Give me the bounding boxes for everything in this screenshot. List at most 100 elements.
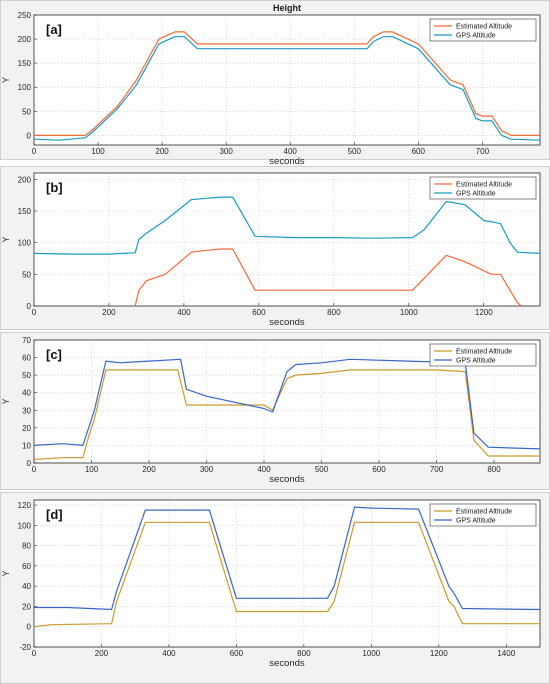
y-tick-label: 50 [22,371,31,380]
y-tick-label: 80 [22,542,31,551]
y-tick-label: 0 [27,302,32,311]
x-tick-label: 800 [297,649,311,658]
y-tick-label: 0 [27,459,32,468]
legend-box [429,343,537,367]
x-tick-label: 400 [284,147,298,156]
x-tick-label: 300 [219,147,233,156]
x-tick-label: 0 [32,308,37,317]
x-axis-label: seconds [269,317,305,328]
x-tick-label: 800 [327,308,341,317]
legend-box [429,18,537,42]
y-axis-label: Y [1,236,11,242]
y-tick-label: 120 [18,501,32,510]
y-tick-label: 40 [22,389,31,398]
y-tick-label: -20 [19,643,31,652]
chart-title: Height [273,3,301,13]
panel-label: [b] [46,180,63,195]
series-line-estimated-altitude [34,369,540,461]
y-tick-label: 250 [18,11,32,20]
x-axis-label: seconds [269,474,305,485]
legend-entry: Estimated Altitude [456,509,512,516]
y-tick-label: 50 [22,270,31,279]
x-tick-label: 600 [372,465,386,474]
series-line-estimated-altitude [34,521,540,628]
legend-box [429,503,537,527]
x-tick-label: 0 [32,465,37,474]
legend-entry: GPS Altitude [456,518,496,525]
legend-entry: GPS Altitude [456,358,496,365]
x-tick-label: 800 [487,465,501,474]
x-tick-label: 600 [252,308,266,317]
legend-entry: GPS Altitude [456,33,496,40]
x-tick-label: 400 [177,308,191,317]
legend: Estimated Altitude GPS Altitude [429,176,537,200]
legend: Estimated Altitude GPS Altitude [429,503,537,527]
x-tick-label: 200 [95,649,109,658]
y-tick-label: 40 [22,582,31,591]
chart-panel-3: 0 100 200 300 400 500 600 700 800 0 10 20 30 40 50 60 70… [0,332,550,490]
y-tick-label: 70 [22,336,31,345]
chart-panel-2: 0 200 400 600 800 1000 1200 0 50 100 150 200 seconds… [0,166,550,330]
y-tick-label: 200 [18,35,32,44]
y-axis-label: Y [1,77,11,83]
panel-label: [d] [46,507,63,522]
y-tick-label: 100 [18,521,32,530]
x-tick-label: 400 [162,649,176,658]
x-tick-label: 0 [32,649,37,658]
x-axis-label: seconds [269,658,305,669]
legend-entry: GPS Altitude [456,191,496,198]
y-tick-label: 10 [22,441,31,450]
y-tick-label: 60 [22,354,31,363]
x-tick-label: 200 [102,308,116,317]
legend: Estimated Altitude GPS Altitude [429,343,537,367]
series-line-gps-altitude [34,506,540,611]
y-axis-label: Y [1,398,11,404]
x-tick-label: 1200 [430,649,448,658]
x-tick-label: 200 [142,465,156,474]
series-line-estimated-altitude [134,248,522,306]
series-line-estimated-altitude [34,31,540,136]
series-line-gps-altitude [34,196,540,255]
y-tick-label: 0 [27,623,32,632]
y-tick-label: 60 [22,562,31,571]
x-tick-label: 200 [155,147,169,156]
x-tick-label: 100 [91,147,105,156]
x-tick-label: 700 [476,147,490,156]
y-tick-label: 20 [22,602,31,611]
x-tick-label: 1000 [362,649,380,658]
y-tick-label: 100 [18,239,32,248]
panel-label: [a] [46,22,62,37]
legend-entry: Estimated Altitude [456,349,512,356]
x-tick-label: 100 [85,465,99,474]
legend-box [429,176,537,200]
series-line-gps-altitude [34,36,540,141]
panel-label: [c] [46,347,62,362]
y-tick-label: 0 [27,131,32,140]
x-tick-label: 500 [348,147,362,156]
x-tick-label: 1400 [497,649,515,658]
x-tick-label: 400 [257,465,271,474]
chart-panel-1: 0 100 200 300 400 500 600 700 0 50 100 150 200 250 sec… [0,0,550,167]
y-tick-label: 20 [22,424,31,433]
x-tick-label: 0 [32,147,37,156]
y-tick-label: 150 [18,207,32,216]
x-tick-label: 1200 [475,308,493,317]
x-tick-label: 500 [315,465,329,474]
y-tick-label: 30 [22,406,31,415]
legend: Estimated Altitude GPS Altitude [429,18,537,42]
y-axis-label: Y [1,570,11,576]
legend-entry: Estimated Altitude [456,24,512,31]
x-axis-label: seconds [269,156,305,167]
y-tick-label: 100 [18,83,32,92]
chart-panel-4: 0 200 400 600 800 1000 1200 1400-20020406080100… [0,492,550,684]
x-tick-label: 700 [430,465,444,474]
x-tick-label: 300 [200,465,214,474]
x-tick-label: 1000 [400,308,418,317]
y-tick-label: 150 [18,59,32,68]
legend-entry: Estimated Altitude [456,182,512,189]
x-tick-label: 600 [230,649,244,658]
x-tick-label: 600 [412,147,426,156]
y-tick-label: 200 [18,175,32,184]
y-tick-label: 50 [22,107,31,116]
